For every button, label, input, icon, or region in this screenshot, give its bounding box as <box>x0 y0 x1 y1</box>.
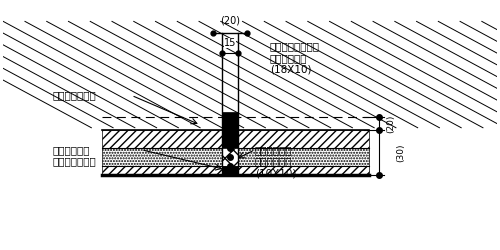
Text: シーリング材: シーリング材 <box>270 53 308 63</box>
Bar <box>222 112 238 148</box>
Text: (10X10): (10X10) <box>255 168 296 178</box>
Text: 伸縮調整目地: 伸縮調整目地 <box>255 145 292 155</box>
Bar <box>102 148 222 166</box>
Bar <box>102 166 222 175</box>
Text: (30): (30) <box>396 144 405 162</box>
Bar <box>222 166 238 175</box>
Text: シーリング材: シーリング材 <box>255 157 292 167</box>
Text: 発泡合成樹脂: 発泡合成樹脂 <box>52 145 90 155</box>
Text: バックアップ材: バックアップ材 <box>52 157 96 167</box>
Bar <box>238 130 368 148</box>
Bar <box>238 148 368 166</box>
Bar <box>238 166 368 175</box>
Text: (18X10): (18X10) <box>270 65 312 75</box>
Text: ひび割れ誘発目地: ひび割れ誘発目地 <box>270 41 320 51</box>
Text: (20): (20) <box>386 114 395 133</box>
Text: 貧調合モルタル: 貧調合モルタル <box>52 90 96 101</box>
Text: 15: 15 <box>224 38 236 48</box>
Bar <box>222 148 238 166</box>
Text: (20): (20) <box>220 15 240 25</box>
Bar <box>102 130 222 148</box>
